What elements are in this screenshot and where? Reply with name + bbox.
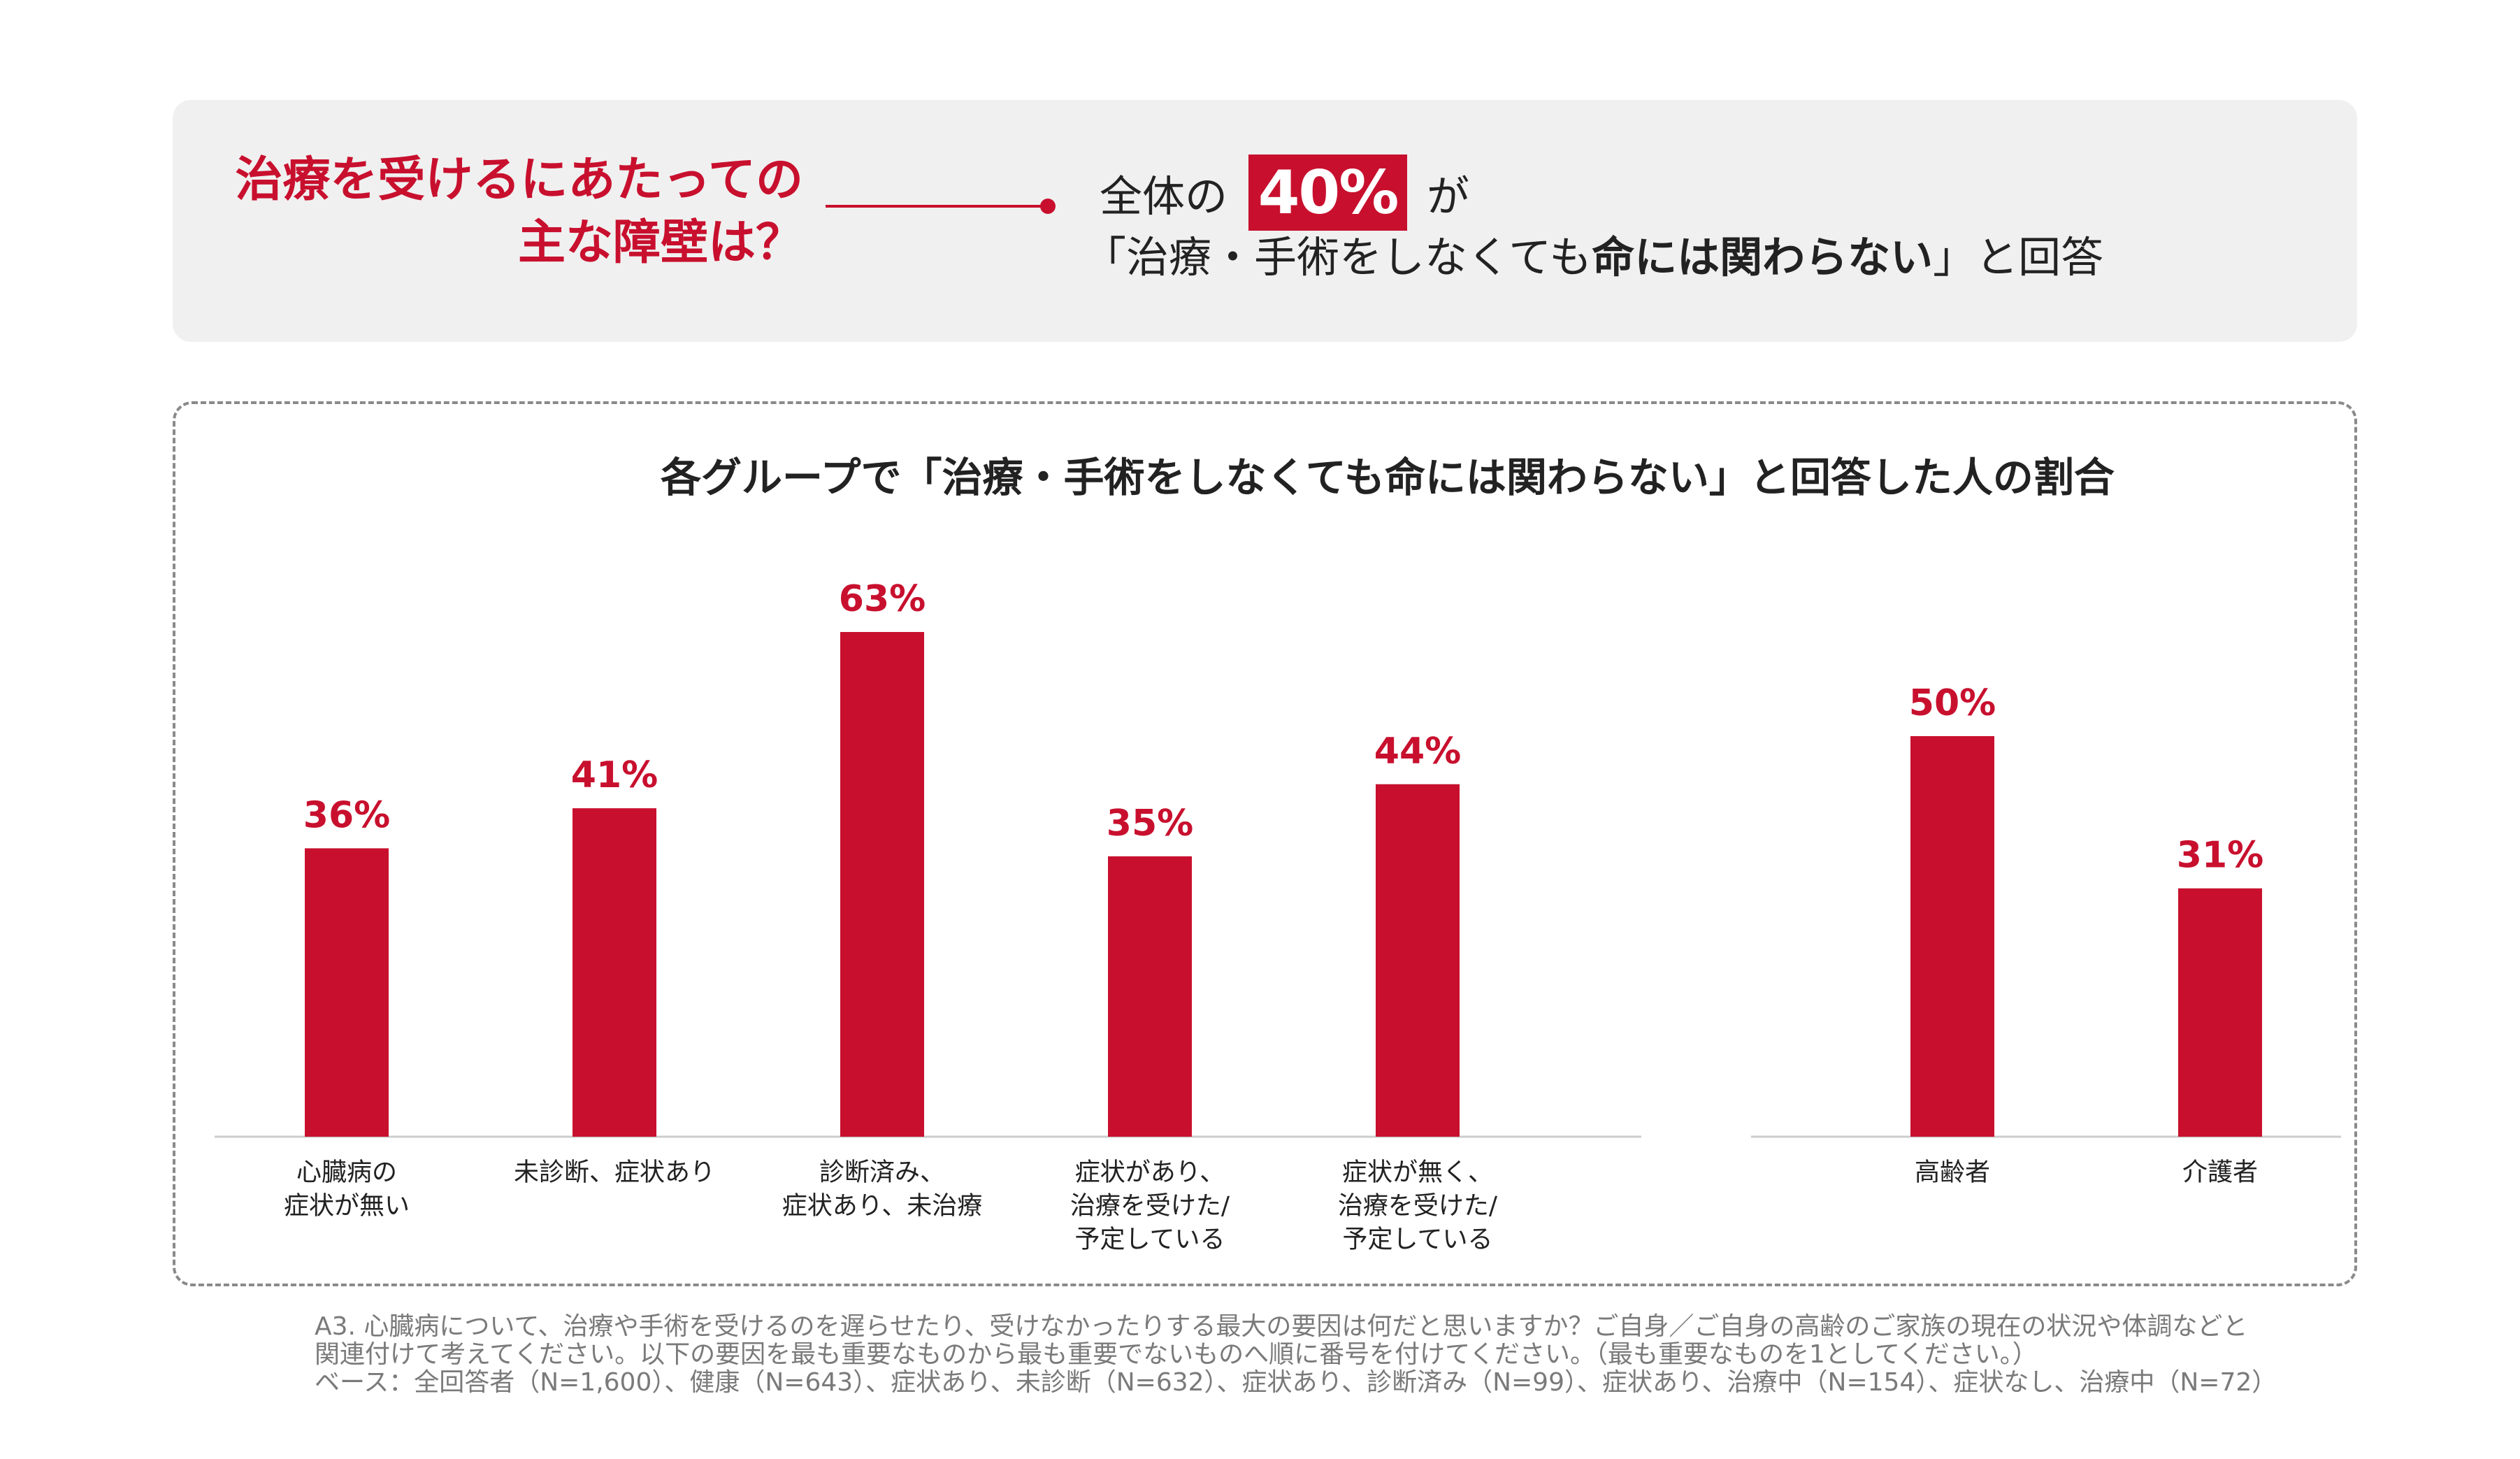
category-label: 症状があり、治療を受けた/予定している (1070, 1158, 1230, 1254)
category-label-line: 診断済み、 (819, 1158, 945, 1187)
headline-line-1: 全体の 40% が (1100, 154, 1469, 231)
headline-line-2: 「治療・手術をしなくても命には関わらない」と回答 (1083, 230, 2103, 286)
bar-value-label: 35% (1107, 803, 1193, 845)
category-label-line: 未診断、症状あり (514, 1158, 715, 1187)
footnote-line-1: A3. 心臓病について、治療や手術を受けるのを遅らせたり、受けなかったりする最大… (315, 1312, 2248, 1341)
bar-value-label: 63% (839, 578, 926, 620)
bar (2178, 888, 2262, 1137)
category-label-line: 治療を受けた/ (1338, 1192, 1498, 1221)
bar (1108, 856, 1192, 1137)
footnote-line-2: 関連付けて考えてください。以下の要因を最も重要なものから最も重要でないものへ順に… (315, 1340, 2038, 1369)
category-label: 介護者 (2182, 1158, 2258, 1187)
category-label-line: 治療を受けた/ (1070, 1192, 1230, 1221)
headline-line2-emphasis: 命には関わらない (1592, 233, 1934, 282)
headline-percent-badge: 40% (1248, 154, 1408, 231)
bar (573, 808, 656, 1137)
category-label-line: 症状が無く、 (1342, 1158, 1493, 1187)
headline-suffix: が (1427, 172, 1470, 222)
footnote: A3. 心臓病について、治療や手術を受けるのを遅らせたり、受けなかったりする最大… (315, 1313, 2496, 1397)
category-label: 未診断、症状あり (514, 1158, 715, 1187)
bar-value-label: 36% (303, 794, 390, 836)
connector-line (826, 205, 1048, 208)
category-label: 高齢者 (1915, 1158, 1990, 1187)
question-line-1: 治療を受けるにあたっての (235, 152, 803, 208)
connector-dot (1040, 199, 1056, 214)
category-label-line: 症状が無い (284, 1192, 410, 1221)
bar (305, 848, 389, 1137)
category-label-line: 心臓病の (296, 1158, 397, 1187)
category-label-line: 高齢者 (1915, 1158, 1990, 1187)
headline-line2-post: 」と回答 (1933, 233, 2104, 282)
category-label-line: 症状あり、未治療 (782, 1192, 983, 1221)
headline-line2-pre: 「治療・手術をしなくても (1083, 233, 1592, 282)
bar-group: 50% 高齢者 31% 介護者 (1751, 682, 2341, 1187)
chart-frame (173, 401, 2357, 1286)
category-label-line: 介護者 (2182, 1158, 2258, 1187)
chart-title: 各グループで「治療・手術をしなくても命には関わらない」と回答した人の割合 (661, 454, 2115, 501)
category-label-line: 予定している (1343, 1226, 1493, 1254)
question-heading: 治療を受けるにあたっての 主な障壁は？ (140, 149, 803, 275)
category-label-line: 症状があり、 (1075, 1158, 1225, 1187)
bar (840, 632, 924, 1137)
bar (1910, 736, 1994, 1137)
footnote-base: ベース：全回答者（N=1,600）、健康（N=643）、症状あり、未診断（N=6… (315, 1368, 2277, 1397)
category-label: 症状が無く、治療を受けた/予定している (1338, 1158, 1498, 1254)
category-label: 診断済み、症状あり、未治療 (782, 1158, 983, 1221)
bar-value-label: 50% (1909, 682, 1996, 724)
bar (1376, 784, 1460, 1137)
bar-value-label: 31% (2177, 835, 2263, 877)
category-label-line: 予定している (1075, 1226, 1225, 1254)
bar-value-label: 41% (571, 754, 658, 796)
headline-prefix: 全体の (1100, 172, 1228, 222)
bar-value-label: 44% (1374, 731, 1461, 772)
question-line-2: 主な障壁は？ (517, 215, 803, 271)
